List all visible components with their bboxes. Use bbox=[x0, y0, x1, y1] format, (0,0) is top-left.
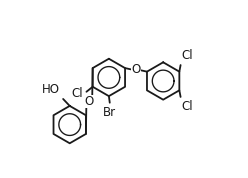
Text: Cl: Cl bbox=[71, 87, 83, 100]
Text: Br: Br bbox=[103, 106, 116, 119]
Text: HO: HO bbox=[42, 83, 60, 96]
Text: Cl: Cl bbox=[182, 49, 193, 62]
Text: Cl: Cl bbox=[182, 100, 193, 113]
Text: O: O bbox=[85, 95, 94, 108]
Text: O: O bbox=[131, 63, 141, 76]
